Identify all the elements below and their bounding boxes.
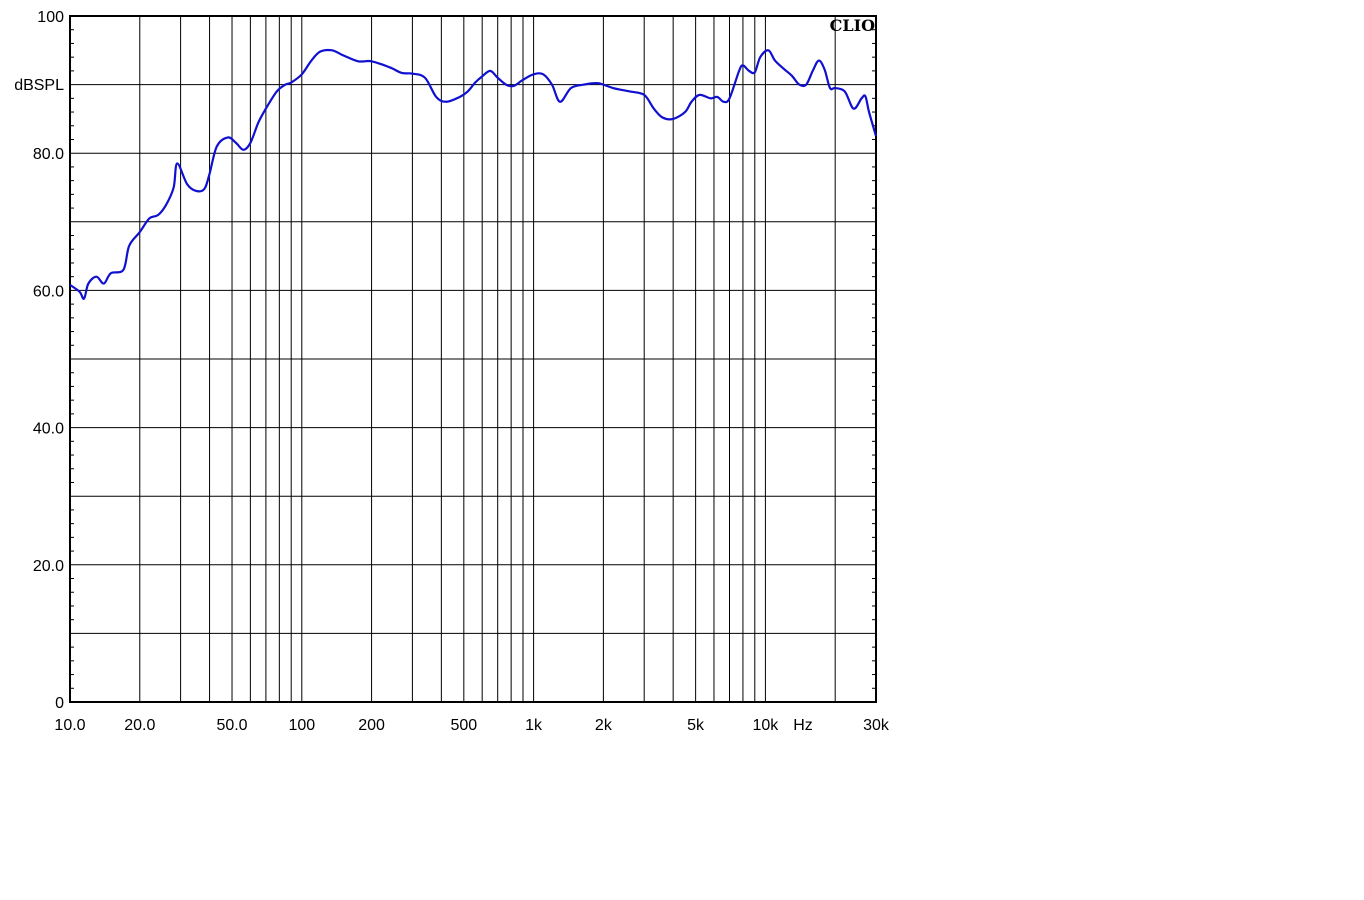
y-tick-label: 20.0 (33, 558, 64, 575)
x-tick-label: 50.0 (216, 717, 247, 734)
y-tick-label: 80.0 (33, 146, 64, 163)
x-tick-label: 10k (753, 717, 780, 734)
y-tick-label: 40.0 (33, 421, 64, 438)
y-tick-label: 60.0 (33, 283, 64, 300)
x-tick-label: 100 (288, 717, 315, 734)
x-tick-label: 10.0 (54, 717, 85, 734)
grid-lines-major (70, 16, 876, 702)
y-axis-labels: 100 80.0 60.0 40.0 20.0 0 (33, 9, 64, 712)
x-tick-label: 200 (358, 717, 385, 734)
y-axis-unit-label: dBSPL (14, 77, 64, 94)
x-axis-unit-label: Hz (793, 717, 813, 734)
x-tick-label: 5k (687, 717, 705, 734)
x-tick-label: 20.0 (124, 717, 155, 734)
x-tick-label: 2k (595, 717, 613, 734)
x-tick-label: 1k (525, 717, 543, 734)
x-tick-label: 500 (450, 717, 477, 734)
plot-frame (69, 15, 877, 703)
y-tick-label: 0 (55, 695, 64, 712)
clio-brand-label: CLIO (830, 16, 875, 35)
x-axis-labels: 10.0 20.0 50.0 100 200 500 1k 2k 5k 10k 30k (54, 717, 889, 734)
response-curve (69, 48, 878, 300)
x-tick-label: 30k (863, 717, 890, 734)
y-tick-label: 100 (37, 9, 64, 26)
